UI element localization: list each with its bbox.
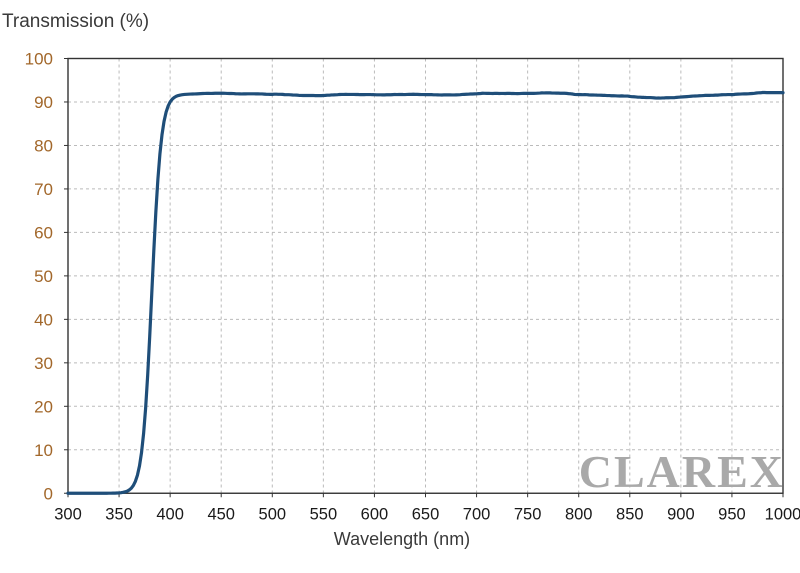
svg-text:500: 500 <box>259 505 287 523</box>
svg-text:40: 40 <box>34 310 53 329</box>
svg-text:800: 800 <box>565 505 593 523</box>
svg-text:850: 850 <box>616 505 644 523</box>
svg-text:0: 0 <box>44 484 53 503</box>
svg-text:1000: 1000 <box>765 505 800 523</box>
svg-text:400: 400 <box>156 505 184 523</box>
svg-text:60: 60 <box>34 223 53 242</box>
svg-text:30: 30 <box>34 354 53 373</box>
svg-text:50: 50 <box>34 267 53 286</box>
svg-text:450: 450 <box>207 505 235 523</box>
svg-text:90: 90 <box>34 93 53 112</box>
svg-text:Wavelength (nm): Wavelength (nm) <box>334 529 470 549</box>
svg-text:600: 600 <box>361 505 389 523</box>
svg-text:700: 700 <box>463 505 491 523</box>
svg-text:950: 950 <box>718 505 746 523</box>
svg-text:900: 900 <box>667 505 695 523</box>
svg-text:80: 80 <box>34 136 53 155</box>
svg-text:350: 350 <box>105 505 133 523</box>
svg-text:750: 750 <box>514 505 542 523</box>
svg-text:10: 10 <box>34 441 53 460</box>
svg-text:650: 650 <box>412 505 440 523</box>
svg-text:70: 70 <box>34 180 53 199</box>
svg-text:300: 300 <box>54 505 82 523</box>
svg-text:Transmission (%): Transmission (%) <box>2 11 149 32</box>
svg-text:100: 100 <box>25 50 53 69</box>
svg-text:20: 20 <box>34 397 53 416</box>
svg-text:CLAREX: CLAREX <box>579 446 785 497</box>
svg-text:550: 550 <box>310 505 338 523</box>
